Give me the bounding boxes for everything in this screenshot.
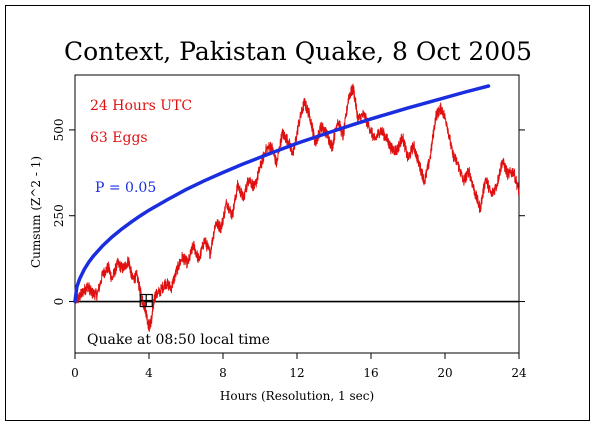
period-annotation: 24 Hours UTC: [90, 98, 192, 114]
x-tick-label: 4: [145, 366, 153, 380]
plot-area: 0 4 8 12 16 20 24 0 250 500: [52, 74, 527, 380]
cumsum-series-line: [74, 83, 520, 332]
x-tick-label: 0: [71, 366, 79, 380]
event-annotation: Quake at 08:50 local time: [87, 332, 270, 348]
p005-envelope-line: [73, 84, 491, 304]
y-tick-label: 250: [52, 204, 66, 227]
chart-title: Context, Pakistan Quake, 8 Oct 2005: [64, 37, 532, 66]
x-tick-label: 20: [437, 366, 452, 380]
x-tick-label: 24: [511, 366, 527, 380]
p-value-annotation: P = 0.05: [95, 180, 156, 196]
y-tick-label: 0: [52, 298, 66, 306]
x-tick-label: 12: [289, 366, 304, 380]
y-axis-label: Cumsum (Z^2 - 1): [29, 156, 43, 268]
x-tick-label: 8: [219, 366, 227, 380]
eggs-annotation: 63 Eggs: [90, 130, 148, 146]
y-tick-label: 500: [52, 118, 66, 141]
x-tick-label: 16: [363, 366, 378, 380]
x-axis-label: Hours (Resolution, 1 sec): [220, 389, 374, 403]
